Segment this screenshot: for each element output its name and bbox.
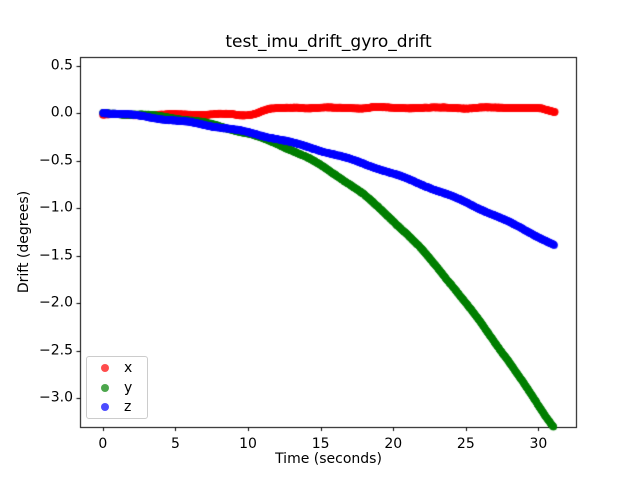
legend-row: z: [101, 397, 147, 417]
legend-label: z: [124, 399, 132, 416]
chart-title: test_imu_drift_gyro_drift: [225, 32, 432, 52]
legend-row: x: [101, 358, 147, 378]
legend-label: x: [124, 359, 133, 376]
y-tick-label: −1.0: [39, 199, 73, 216]
x-tick-label: 0: [98, 436, 108, 452]
y-tick-label: −1.5: [39, 247, 73, 264]
legend-marker-icon: [101, 383, 109, 392]
y-tick-label: −3.0: [39, 389, 73, 406]
legend-marker-icon: [101, 363, 109, 372]
x-tick-label: 10: [239, 436, 257, 452]
x-tick-label: 30: [529, 436, 548, 452]
legend-label: y: [124, 379, 133, 396]
y-tick-label: 0.5: [50, 57, 73, 74]
legend-marker-icon: [101, 403, 109, 412]
x-tick-label: 5: [170, 436, 180, 452]
x-tick-label: 15: [311, 436, 330, 452]
y-axis-label: Drift (degrees): [16, 190, 32, 294]
y-tick-label: −2.5: [39, 342, 73, 359]
x-axis-label: Time (seconds): [275, 451, 382, 467]
y-tick-label: −0.5: [39, 152, 73, 169]
legend-row: y: [101, 378, 147, 398]
y-tick-label: 0.0: [50, 104, 73, 121]
x-tick-label: 20: [384, 436, 403, 452]
x-tick-label: 25: [456, 436, 475, 452]
y-tick-label: −2.0: [39, 294, 73, 311]
